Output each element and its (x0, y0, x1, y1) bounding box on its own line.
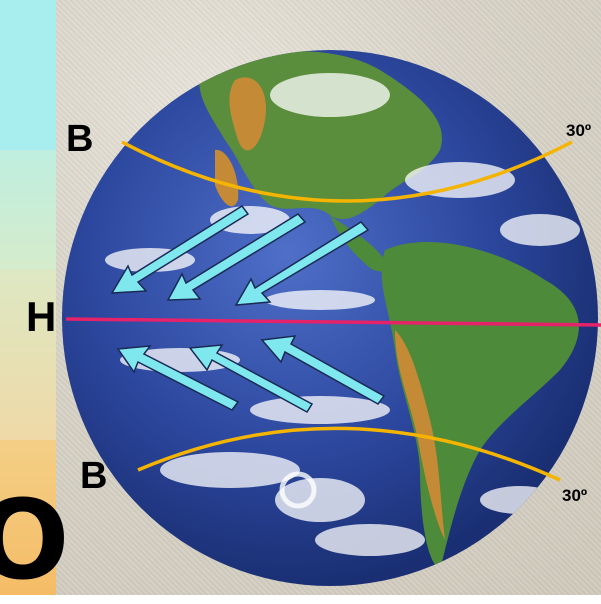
latitude-label-south: 30º (562, 486, 588, 505)
low-pressure-label-equator: H (26, 293, 57, 340)
color-strip-top (0, 0, 56, 150)
arrow-icon (188, 344, 314, 413)
high-pressure-label-south: B (80, 455, 108, 497)
arrow-icon (166, 213, 307, 301)
high-pressure-label-north: B (66, 118, 94, 160)
south-30-latitude-line (137, 426, 561, 482)
storm-swirl (279, 471, 317, 509)
equator-line (65, 317, 601, 327)
latitude-label-north: 30º (566, 121, 592, 140)
arrow-icon (116, 345, 240, 411)
arrow-icon (234, 221, 370, 306)
arrow-icon (260, 335, 386, 405)
central-america (330, 215, 389, 272)
north-30-latitude-line (121, 140, 573, 203)
northern-trade-winds (110, 204, 370, 306)
west-coast-desert (215, 149, 239, 207)
edge-letter: O (0, 476, 70, 604)
southern-trade-winds (116, 335, 386, 413)
arrow-icon (110, 204, 250, 294)
color-strip-bottom (0, 440, 56, 595)
color-strip-upper-mid (0, 150, 56, 270)
north-america-desert (229, 77, 266, 151)
color-strip-mid (0, 270, 56, 440)
